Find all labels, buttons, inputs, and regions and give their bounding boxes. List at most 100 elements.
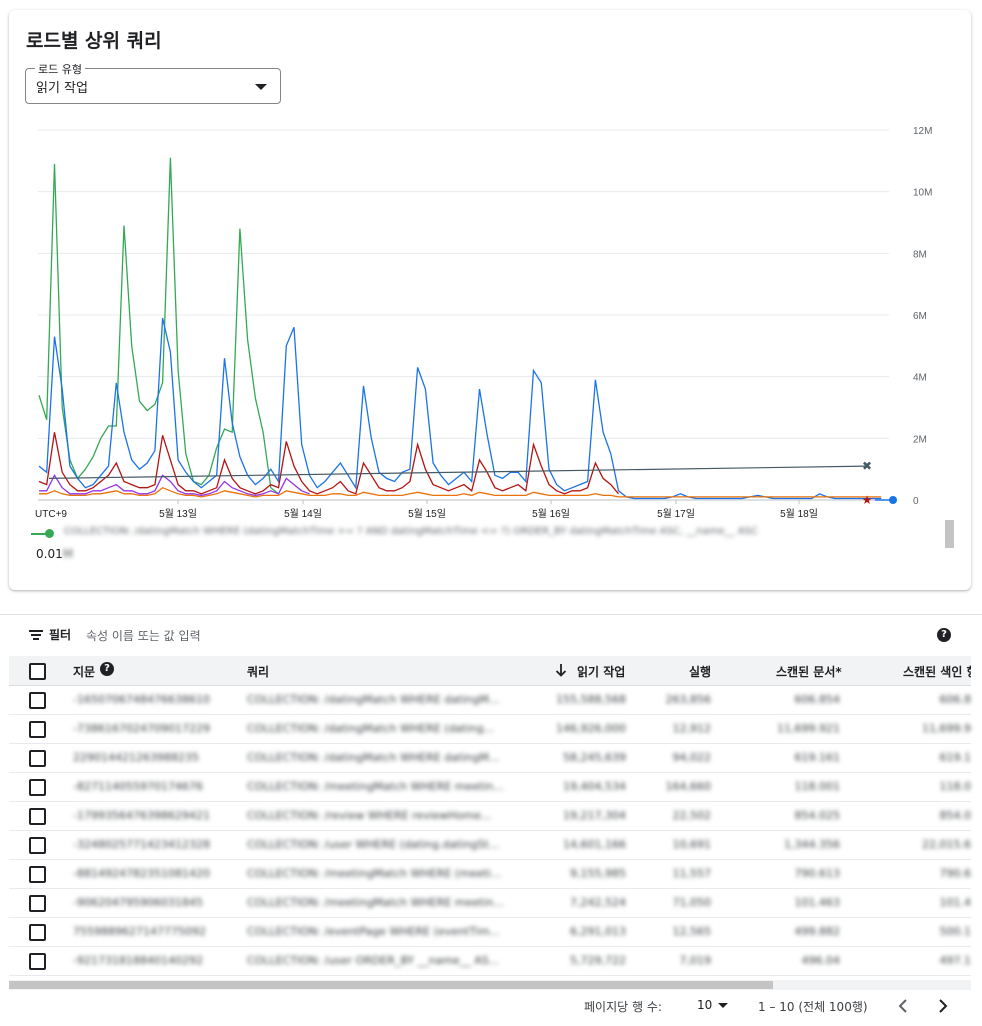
column-query[interactable]: 쿼리: [247, 665, 270, 679]
cell-docs-scanned: 790.613: [794, 867, 841, 880]
cell-query[interactable]: COLLECTION: /meetingMatch WHERE meetin..…: [247, 896, 504, 909]
cell-index-entries: 101.4: [939, 896, 972, 909]
cell-query[interactable]: COLLECTION: /review WHERE reviewHome...: [247, 809, 492, 822]
cell-query[interactable]: COLLECTION: /meetingMatch WHERE (meeti..…: [247, 867, 502, 880]
select-all-checkbox[interactable]: [29, 663, 46, 680]
table-row[interactable]: -827114055970174676 COLLECTION: /meetingM…: [9, 772, 971, 802]
column-docs-scanned[interactable]: 스캔된 문서*: [776, 665, 842, 679]
filter-input[interactable]: 속성 이름 또는 값 입력: [86, 629, 201, 643]
cell-docs-scanned: 619.161: [794, 751, 841, 764]
table-row[interactable]: 7559889627147775092 COLLECTION: /eventPag…: [9, 917, 971, 947]
dropdown-arrow-icon: [255, 84, 267, 90]
table-row[interactable]: -921731818840140292 COLLECTION: /user ORD…: [9, 946, 971, 976]
series-line: [39, 473, 310, 497]
previous-page-icon[interactable]: [897, 998, 909, 1014]
cell-fingerprint: -1650706748476638610: [73, 693, 210, 706]
table-row[interactable]: -3248025771423412328 COLLECTION: /user WH…: [9, 830, 971, 860]
cell-fingerprint: 229014421263988235: [73, 751, 199, 764]
cell-fingerprint: 7559889627147775092: [73, 925, 206, 938]
table-row[interactable]: 229014421263988235 COLLECTION: /datingMat…: [9, 743, 971, 773]
row-checkbox[interactable]: [29, 750, 46, 767]
table-row[interactable]: -1799356476398629421 COLLECTION: /review …: [9, 801, 971, 831]
star-marker-icon: ★: [862, 493, 873, 507]
cell-read-ops: 146,926,000: [556, 722, 626, 735]
row-checkbox[interactable]: [29, 721, 46, 738]
column-read-ops[interactable]: 읽기 작업: [577, 665, 626, 679]
table-row[interactable]: -906204795906031845 COLLECTION: /meetingM…: [9, 888, 971, 918]
cell-executions: 10,691: [672, 838, 712, 851]
card-title: 로드별 상위 쿼리: [26, 30, 162, 52]
cell-index-entries: 22,015.6: [922, 838, 971, 851]
next-page-icon[interactable]: [937, 998, 949, 1014]
cell-read-ops: 155,588,568: [556, 693, 626, 706]
legend-scrollbar[interactable]: [945, 520, 954, 548]
cell-docs-scanned: 499.882: [794, 925, 841, 938]
cell-read-ops: 5,729,722: [570, 954, 626, 967]
row-checkbox[interactable]: [29, 808, 46, 825]
cell-read-ops: 6,291,013: [570, 925, 626, 938]
row-checkbox[interactable]: [29, 692, 46, 709]
filter-icon[interactable]: [29, 630, 43, 640]
cell-index-entries: 497.1: [939, 954, 972, 967]
series-line: [38, 432, 619, 495]
top-queries-card: 로드별 상위 쿼리 로드 유형 읽기 작업 12M 10M 8M 6M 4M 2M 0 UTC…: [9, 10, 971, 590]
row-checkbox[interactable]: [29, 779, 46, 796]
cell-query[interactable]: COLLECTION: /datingMatch WHERE datingM..…: [247, 693, 500, 706]
load-chart[interactable]: 12M 10M 8M 6M 4M 2M 0 UTC+9 5월 13일 5월 14일 5월 15일 5월…: [9, 10, 971, 590]
column-fingerprint[interactable]: 지문: [73, 665, 96, 679]
y-tick-label: 12M: [913, 126, 932, 137]
cell-docs-scanned: 11,699.921: [777, 722, 840, 735]
horizontal-scrollbar-thumb[interactable]: [9, 981, 773, 989]
column-executions[interactable]: 실행: [689, 665, 712, 679]
x-tick-label: 5월 18일: [780, 508, 818, 520]
cell-index-entries: 619.1: [939, 751, 972, 764]
x-tick-label: UTC+9: [35, 509, 67, 520]
y-tick-label: 2M: [913, 434, 927, 445]
x-marker-icon: ✖: [862, 459, 872, 473]
rows-per-page-label: 페이지당 행 수:: [584, 1000, 662, 1014]
legend-value-number: 0.01: [36, 547, 63, 561]
table-row[interactable]: -1650706748476638610 COLLECTION: /datingM…: [9, 685, 971, 715]
cell-fingerprint: -906204795906031845: [73, 896, 203, 909]
load-type-select[interactable]: 로드 유형 읽기 작업: [25, 61, 281, 104]
load-type-label: 로드 유형: [35, 61, 85, 77]
cell-index-entries: 606.8: [939, 693, 972, 706]
cell-query[interactable]: COLLECTION: /meetingMatch WHERE meetin..…: [247, 780, 504, 793]
cell-query[interactable]: COLLECTION: /datingMatch WHERE datingM..…: [247, 751, 500, 764]
rows-per-page-select[interactable]: 10: [697, 998, 729, 1012]
table-header: 지문 ? 쿼리 읽기 작업 실행 스캔된 문서* 스캔된 색인 항: [9, 656, 971, 686]
row-checkbox[interactable]: [29, 953, 46, 970]
cell-query[interactable]: COLLECTION: /user WHERE (dating.datingSt…: [247, 838, 500, 851]
cell-fingerprint: -827114055970174676: [73, 780, 203, 793]
cell-query[interactable]: COLLECTION: /datingMatch WHERE (dating..…: [247, 722, 495, 735]
x-tick-label: 5월 17일: [657, 508, 695, 520]
filter-label[interactable]: 필터: [49, 628, 72, 642]
legend-query-text: COLLECTION: /datingMatch WHERE (datingMa…: [64, 526, 758, 537]
cell-executions: 22,502: [672, 809, 712, 822]
cell-fingerprint: -1799356476398629421: [73, 809, 210, 822]
cell-query[interactable]: COLLECTION: /eventPage WHERE (eventTim..…: [247, 925, 500, 938]
row-checkbox[interactable]: [29, 924, 46, 941]
cell-executions: 71,050: [672, 896, 712, 909]
column-index-entries-scanned[interactable]: 스캔된 색인 항: [903, 665, 971, 679]
filter-bar: 필터 속성 이름 또는 값 입력 ?: [0, 614, 982, 657]
cell-docs-scanned: 1,344.356: [784, 838, 840, 851]
cell-fingerprint: -3248025771423412328: [73, 838, 210, 851]
table-row[interactable]: -8814924782351081420 COLLECTION: /meeting…: [9, 859, 971, 889]
help-icon[interactable]: ?: [937, 628, 951, 642]
cell-docs-scanned: 118.001: [794, 780, 841, 793]
y-tick-label: 10M: [913, 188, 932, 199]
row-checkbox[interactable]: [29, 837, 46, 854]
cell-docs-scanned: 101.463: [794, 896, 841, 909]
cell-query[interactable]: COLLECTION: /user ORDER_BY __name__ AS..…: [247, 954, 500, 967]
cell-docs-scanned: 606.854: [794, 693, 841, 706]
cell-executions: 12,565: [672, 925, 712, 938]
table-row[interactable]: -7386167024709017229 COLLECTION: /datingM…: [9, 714, 971, 744]
fingerprint-help-icon[interactable]: ?: [100, 662, 114, 676]
cell-fingerprint: -921731818840140292: [73, 954, 203, 967]
row-checkbox[interactable]: [29, 895, 46, 912]
x-tick-label: 5월 16일: [532, 508, 570, 520]
row-checkbox[interactable]: [29, 866, 46, 883]
sort-arrow-down-icon[interactable]: [555, 663, 567, 677]
y-tick-label: 0: [913, 496, 919, 507]
